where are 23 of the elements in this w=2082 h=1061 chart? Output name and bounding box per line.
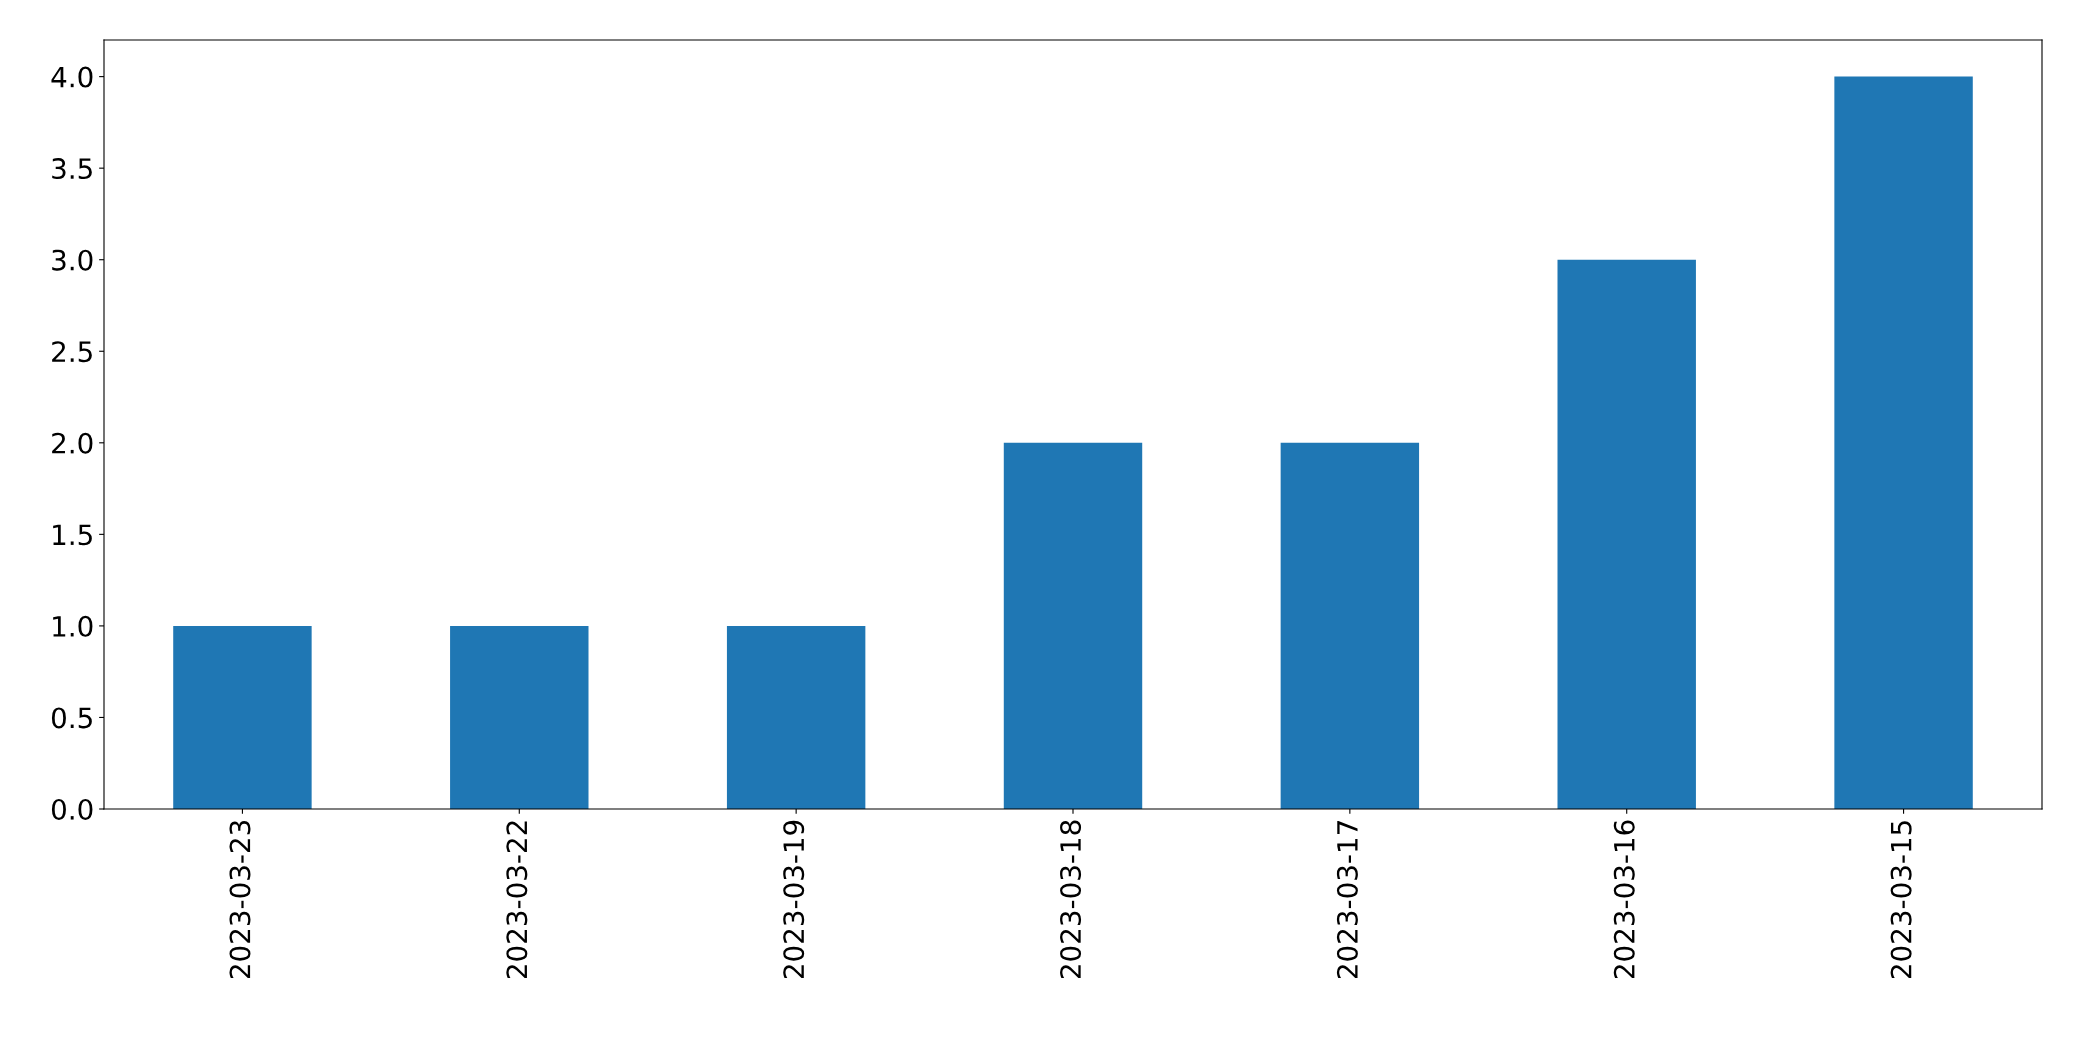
x-tick-label: 2023-03-19 <box>783 820 805 979</box>
x-tick-label: 2023-03-17 <box>1336 821 1358 979</box>
bar <box>450 625 589 809</box>
y-tick-label: 1.5 <box>53 524 92 546</box>
bar <box>173 625 312 809</box>
y-tick-label: 0.5 <box>51 707 92 729</box>
x-tick-label: 2023-03-23 <box>229 820 251 979</box>
y-tick-label: 3.5 <box>52 158 92 180</box>
bar <box>1003 442 1143 809</box>
bar <box>1280 442 1420 809</box>
x-tick-label: 2023-03-22 <box>506 821 528 979</box>
y-tick-label: 3.0 <box>52 249 93 271</box>
bar <box>1834 76 1973 809</box>
bar <box>1557 259 1696 809</box>
bar <box>726 625 866 809</box>
y-tick-label: 4.0 <box>51 66 93 88</box>
y-tick-label: 1.0 <box>53 615 93 637</box>
y-tick-label: 2.0 <box>52 432 93 454</box>
x-tick-label: 2023-03-16 <box>1613 820 1635 979</box>
y-tick-label: 2.5 <box>52 341 92 363</box>
x-tick-label: 2023-03-15 <box>1890 821 1912 979</box>
y-tick-label: 0.0 <box>51 798 93 820</box>
x-tick-label: 2023-03-18 <box>1060 820 1082 979</box>
